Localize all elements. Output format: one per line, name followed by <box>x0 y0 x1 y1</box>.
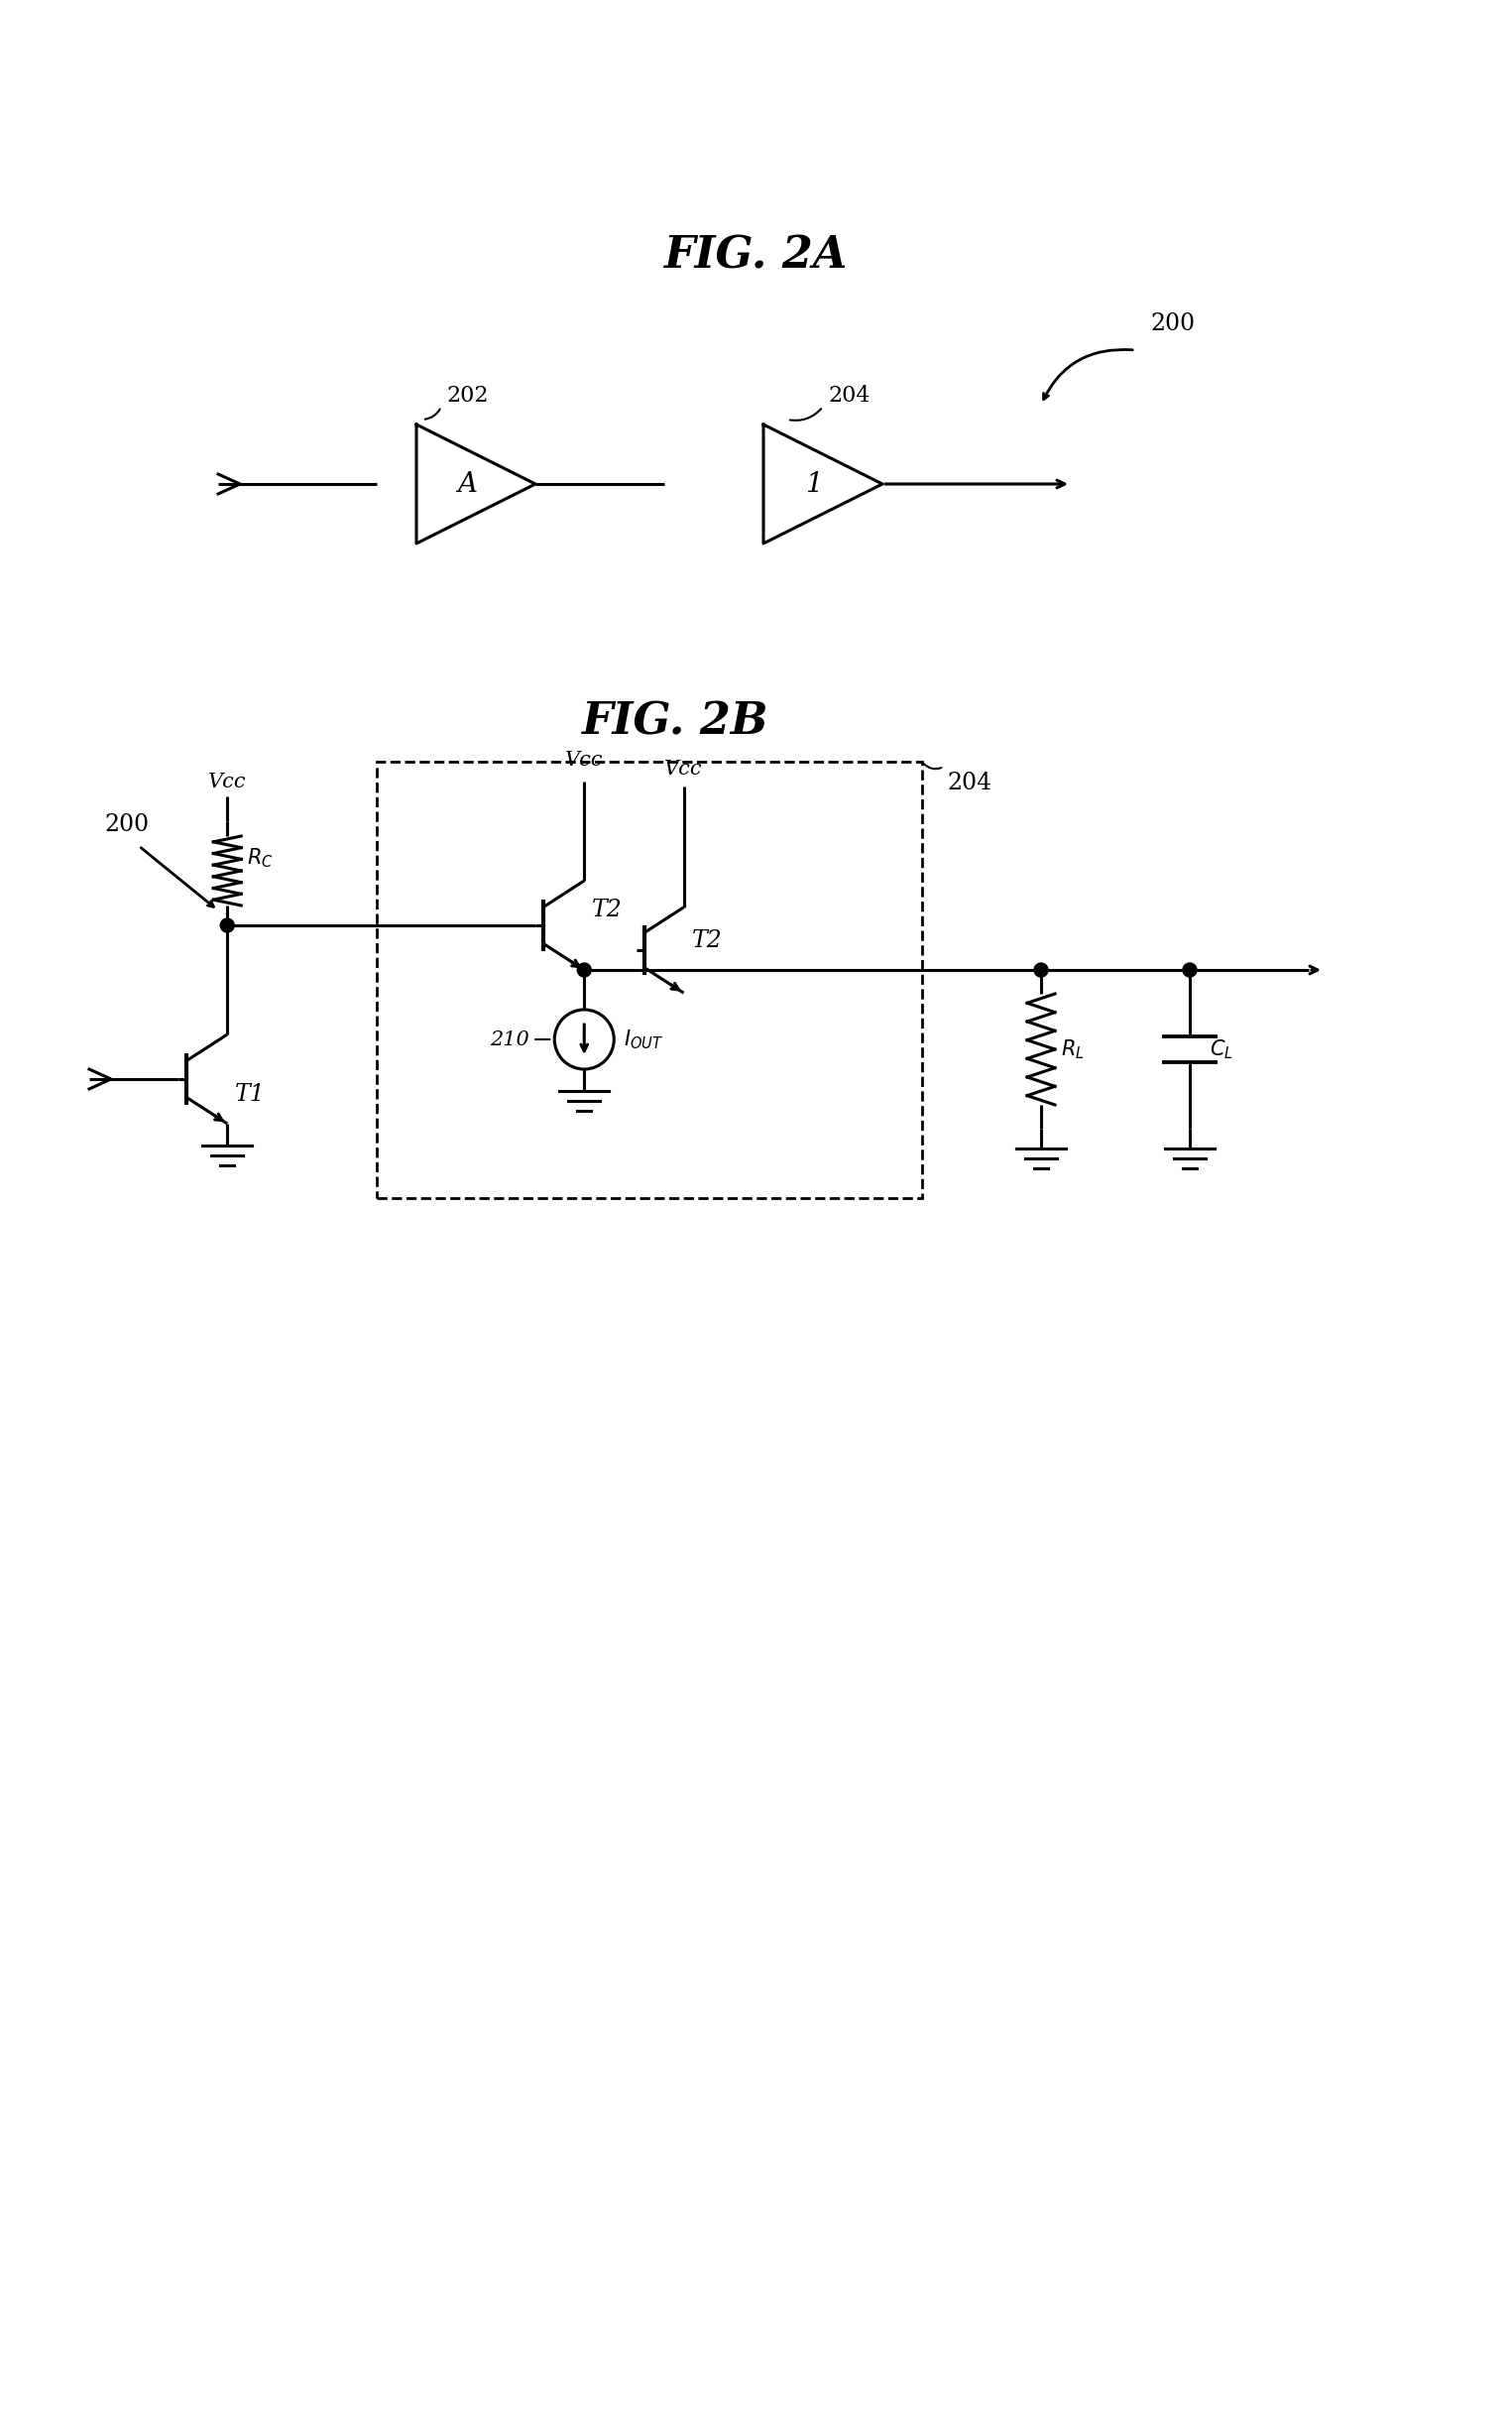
Text: $R_L$: $R_L$ <box>1061 1037 1084 1062</box>
Text: 1: 1 <box>806 472 823 498</box>
Text: 200: 200 <box>1151 312 1194 336</box>
Text: 200: 200 <box>104 812 148 837</box>
Text: Vcc: Vcc <box>665 759 703 779</box>
Circle shape <box>1182 962 1196 977</box>
Text: T2: T2 <box>593 899 623 921</box>
Text: Vcc: Vcc <box>209 774 246 791</box>
Text: FIG. 2B: FIG. 2B <box>581 701 768 742</box>
Text: 204: 204 <box>829 384 869 406</box>
Text: $I_{OUT}$: $I_{OUT}$ <box>624 1028 664 1052</box>
Text: T1: T1 <box>236 1083 266 1105</box>
Circle shape <box>578 962 591 977</box>
Text: A: A <box>457 472 476 498</box>
Text: $R_C$: $R_C$ <box>246 846 274 870</box>
Text: 204: 204 <box>947 771 992 796</box>
Text: 202: 202 <box>446 384 488 406</box>
Circle shape <box>221 919 234 933</box>
Text: Vcc: Vcc <box>565 752 603 769</box>
Text: 210: 210 <box>490 1030 529 1049</box>
Text: FIG. 2A: FIG. 2A <box>664 235 847 278</box>
Circle shape <box>1034 962 1048 977</box>
Text: $C_L$: $C_L$ <box>1210 1037 1234 1062</box>
Text: T2: T2 <box>691 929 723 953</box>
